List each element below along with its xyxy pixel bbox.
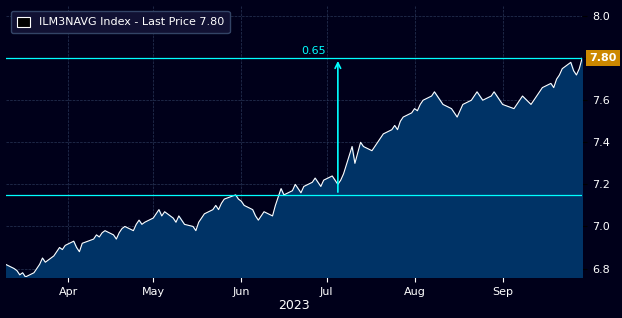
X-axis label: 2023: 2023 — [278, 300, 310, 313]
Legend: ILM3NAVG Index - Last Price 7.80: ILM3NAVG Index - Last Price 7.80 — [11, 11, 230, 33]
Text: 0.65: 0.65 — [301, 46, 325, 56]
Text: 7.80: 7.80 — [589, 53, 616, 63]
